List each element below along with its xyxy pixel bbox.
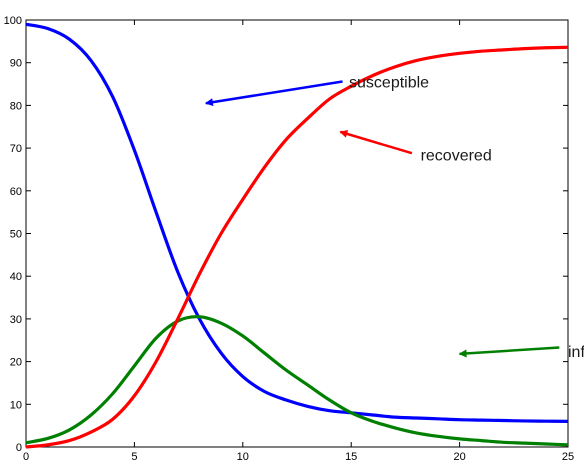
y-tick-label: 20 — [10, 357, 22, 369]
y-tick-label: 40 — [10, 271, 22, 283]
y-tick-label: 80 — [10, 100, 22, 112]
series-lines — [25, 22, 569, 449]
x-tick-label: 15 — [345, 451, 357, 463]
x-tick-label: 10 — [237, 451, 249, 463]
series-line-susceptible — [25, 22, 569, 423]
y-tick-label: 100 — [4, 15, 22, 27]
annotation-arrow-infective — [458, 346, 560, 358]
x-tick-label: 5 — [131, 451, 137, 463]
annotation-label-susceptible: susceptible — [349, 74, 429, 91]
axis-ticks: 0 5 10 15 20 25 0 10 20 30 40 50 60 70 80 90 100 — [4, 15, 574, 463]
annotation-label-recovered: recovered — [421, 148, 492, 165]
y-tick-label: 30 — [10, 314, 22, 326]
y-tick-label: 60 — [10, 186, 22, 198]
annotation-arrow-recovered — [339, 130, 413, 155]
series-line-recovered — [25, 45, 569, 449]
x-tick-label: 20 — [453, 451, 465, 463]
y-tick-label: 0 — [16, 442, 22, 454]
y-tick-label: 10 — [10, 399, 22, 411]
annotations: susceptible recovered infective — [204, 74, 584, 361]
series-line-infective — [25, 315, 569, 447]
y-tick-label: 50 — [10, 229, 22, 241]
y-tick-label: 70 — [10, 143, 22, 155]
y-tick-label: 90 — [10, 58, 22, 70]
annotation-label-infective: infective — [568, 344, 584, 361]
annotation-arrow-susceptible — [204, 80, 343, 107]
x-tick-label: 25 — [562, 451, 574, 463]
x-tick-label: 0 — [23, 451, 29, 463]
